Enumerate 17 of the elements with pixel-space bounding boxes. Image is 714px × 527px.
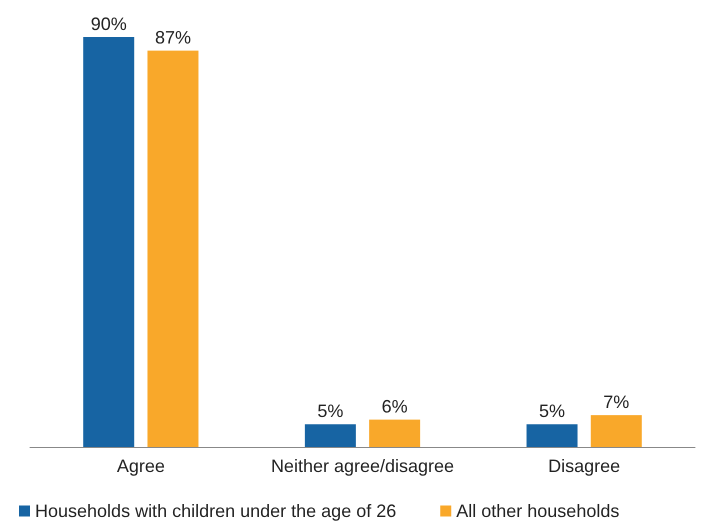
data-label: 6%	[382, 396, 408, 417]
data-label: 87%	[154, 28, 191, 48]
x-tick-label: Neither agree/disagree	[270, 456, 454, 476]
data-label: 5%	[317, 401, 344, 422]
x-tick-label: Disagree	[548, 456, 620, 476]
x-tick-label: Agree	[116, 456, 165, 476]
legend-label: All other households	[456, 501, 620, 521]
bar	[526, 424, 578, 447]
data-label: 90%	[90, 14, 127, 34]
bar	[147, 50, 198, 447]
bar	[304, 424, 356, 447]
legend-label: Households with children under the age of 26	[35, 501, 396, 521]
data-label: 7%	[603, 392, 630, 412]
bar	[590, 415, 642, 447]
bar	[83, 37, 134, 447]
data-label: 5%	[539, 401, 566, 422]
bar	[369, 420, 420, 447]
